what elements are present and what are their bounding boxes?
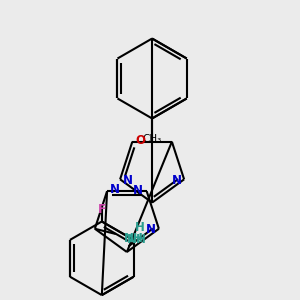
- Text: H: H: [135, 221, 145, 234]
- Text: N: N: [110, 182, 119, 196]
- Text: N: N: [133, 184, 143, 196]
- Text: N: N: [122, 174, 133, 187]
- Text: N: N: [172, 174, 182, 187]
- Text: F: F: [98, 202, 106, 216]
- Text: NH: NH: [124, 232, 144, 245]
- Text: O: O: [136, 134, 146, 147]
- Text: CH₃: CH₃: [142, 134, 162, 144]
- Text: N: N: [146, 223, 155, 236]
- Text: NH: NH: [126, 233, 146, 246]
